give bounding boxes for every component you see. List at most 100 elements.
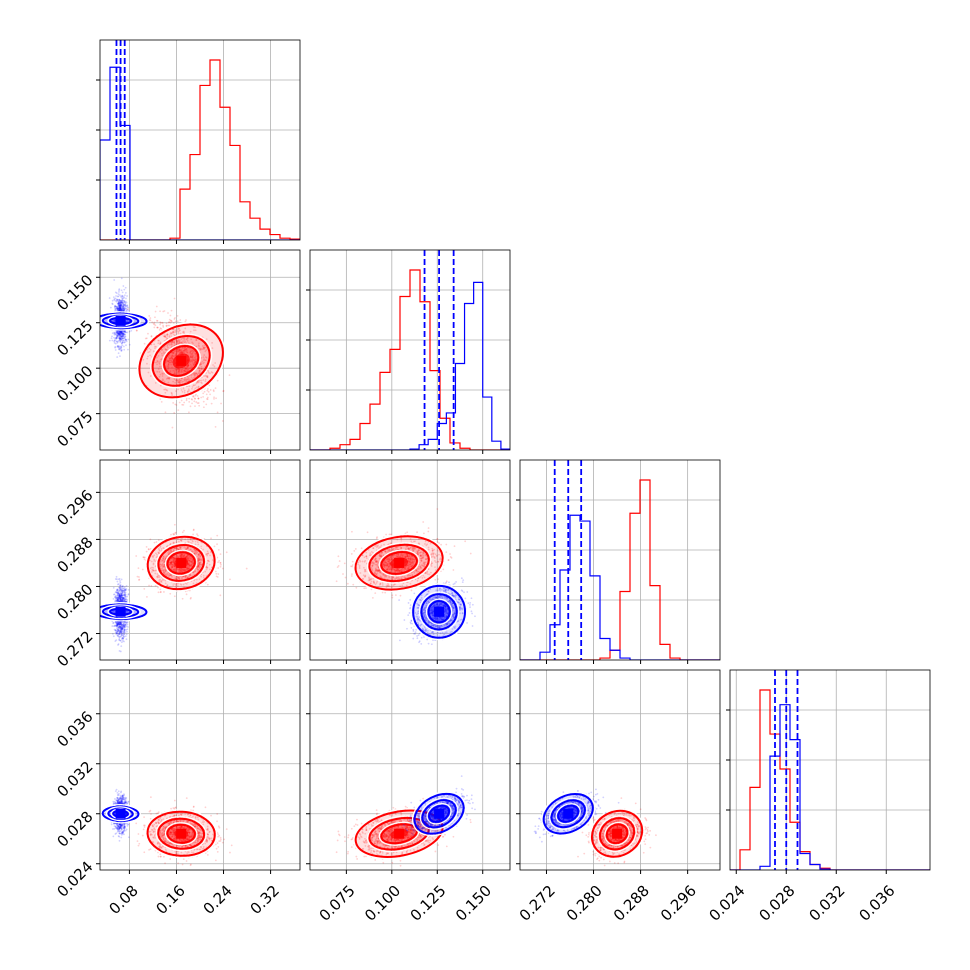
scatter-point [119,306,121,309]
scatter-point [197,558,200,560]
scatter-point [117,300,120,303]
scatter-point [153,321,156,324]
scatter-point [183,568,186,571]
scatter-point [111,625,114,627]
scatter-point [182,403,185,406]
scatter-point [116,335,119,337]
scatter-point [120,593,123,596]
scatter-point [115,337,118,340]
scatter-point [119,588,122,591]
scatter-point [119,595,121,598]
scatter-point [119,621,122,624]
scatter-point [122,634,124,637]
scatter-point [389,559,392,562]
scatter-point [175,354,178,356]
scatter-point [180,570,183,573]
scatter-point [123,598,126,601]
scatter-point [114,595,117,597]
scatter-point [199,555,202,558]
scatter-point [174,557,177,560]
scatter-point [205,375,208,378]
scatter-point [205,393,208,396]
scatter-point [173,565,176,568]
scatter-point [166,368,169,371]
scatter-point [188,367,191,370]
scatter-point [197,374,199,376]
scatter-point [115,300,118,303]
scatter-point [123,626,126,629]
scatter-point [120,589,123,592]
scatter-point [119,597,122,600]
scatter-point [116,578,118,581]
scatter-point [184,370,186,373]
scatter-point [116,332,119,335]
scatter-point [186,546,189,549]
scatter-point [188,575,191,578]
scatter-point [181,537,184,540]
scatter-point [178,381,181,383]
scatter-point [173,341,175,343]
scatter-point [184,340,186,343]
scatter-point [118,332,121,335]
scatter-point [189,555,192,558]
scatter-point [121,597,124,600]
scatter-point [164,568,166,571]
scatter-point [191,360,193,363]
scatter-point [185,568,188,571]
scatter-point [121,301,124,304]
scatter-point [187,364,190,367]
scatter-point [178,350,181,352]
scatter-point [120,578,123,581]
scatter-point [149,375,152,377]
scatter-point [112,622,114,624]
scatter-point [206,375,209,377]
scatter-point [118,305,120,308]
scatter-point [404,556,407,558]
scatter-point [123,300,126,302]
scatter-point [182,340,184,342]
scatter-point [174,557,176,560]
scatter-point [158,339,160,342]
scatter-point [180,348,183,351]
scatter-point [118,288,121,291]
scatter-point [113,342,116,344]
scatter-point [122,597,125,599]
scatter-point [154,347,156,350]
scatter-point [209,372,211,375]
scatter-point [171,351,174,354]
scatter-point [177,370,180,373]
scatter-point [164,579,167,582]
scatter-point [154,382,157,384]
scatter-point [178,568,181,571]
scatter-point [117,330,120,333]
scatter-point [174,557,177,560]
scatter-point [206,375,209,378]
scatter-point [158,576,161,579]
scatter-point [171,354,174,357]
scatter-point [197,565,200,568]
scatter-point [118,595,121,598]
scatter-point [119,304,121,307]
scatter-point [196,395,199,397]
scatter-point [116,307,119,310]
scatter-point [116,622,118,624]
scatter-point [186,547,189,550]
scatter-point [178,371,181,374]
scatter-point [117,301,120,303]
scatter-point [179,546,182,549]
scatter-point [117,644,119,646]
scatter-point [190,398,193,400]
scatter-point [219,565,222,568]
scatter-point [124,623,127,626]
scatter-point [170,319,173,322]
scatter-point [119,294,121,297]
scatter-point [174,558,177,561]
scatter-point [113,279,116,281]
scatter-point [216,379,219,382]
scatter-point [204,346,207,349]
scatter-point [172,533,175,536]
panel-frame [99,39,301,241]
scatter-point [124,301,127,304]
scatter-point [172,330,175,333]
scatter-point [119,304,121,307]
